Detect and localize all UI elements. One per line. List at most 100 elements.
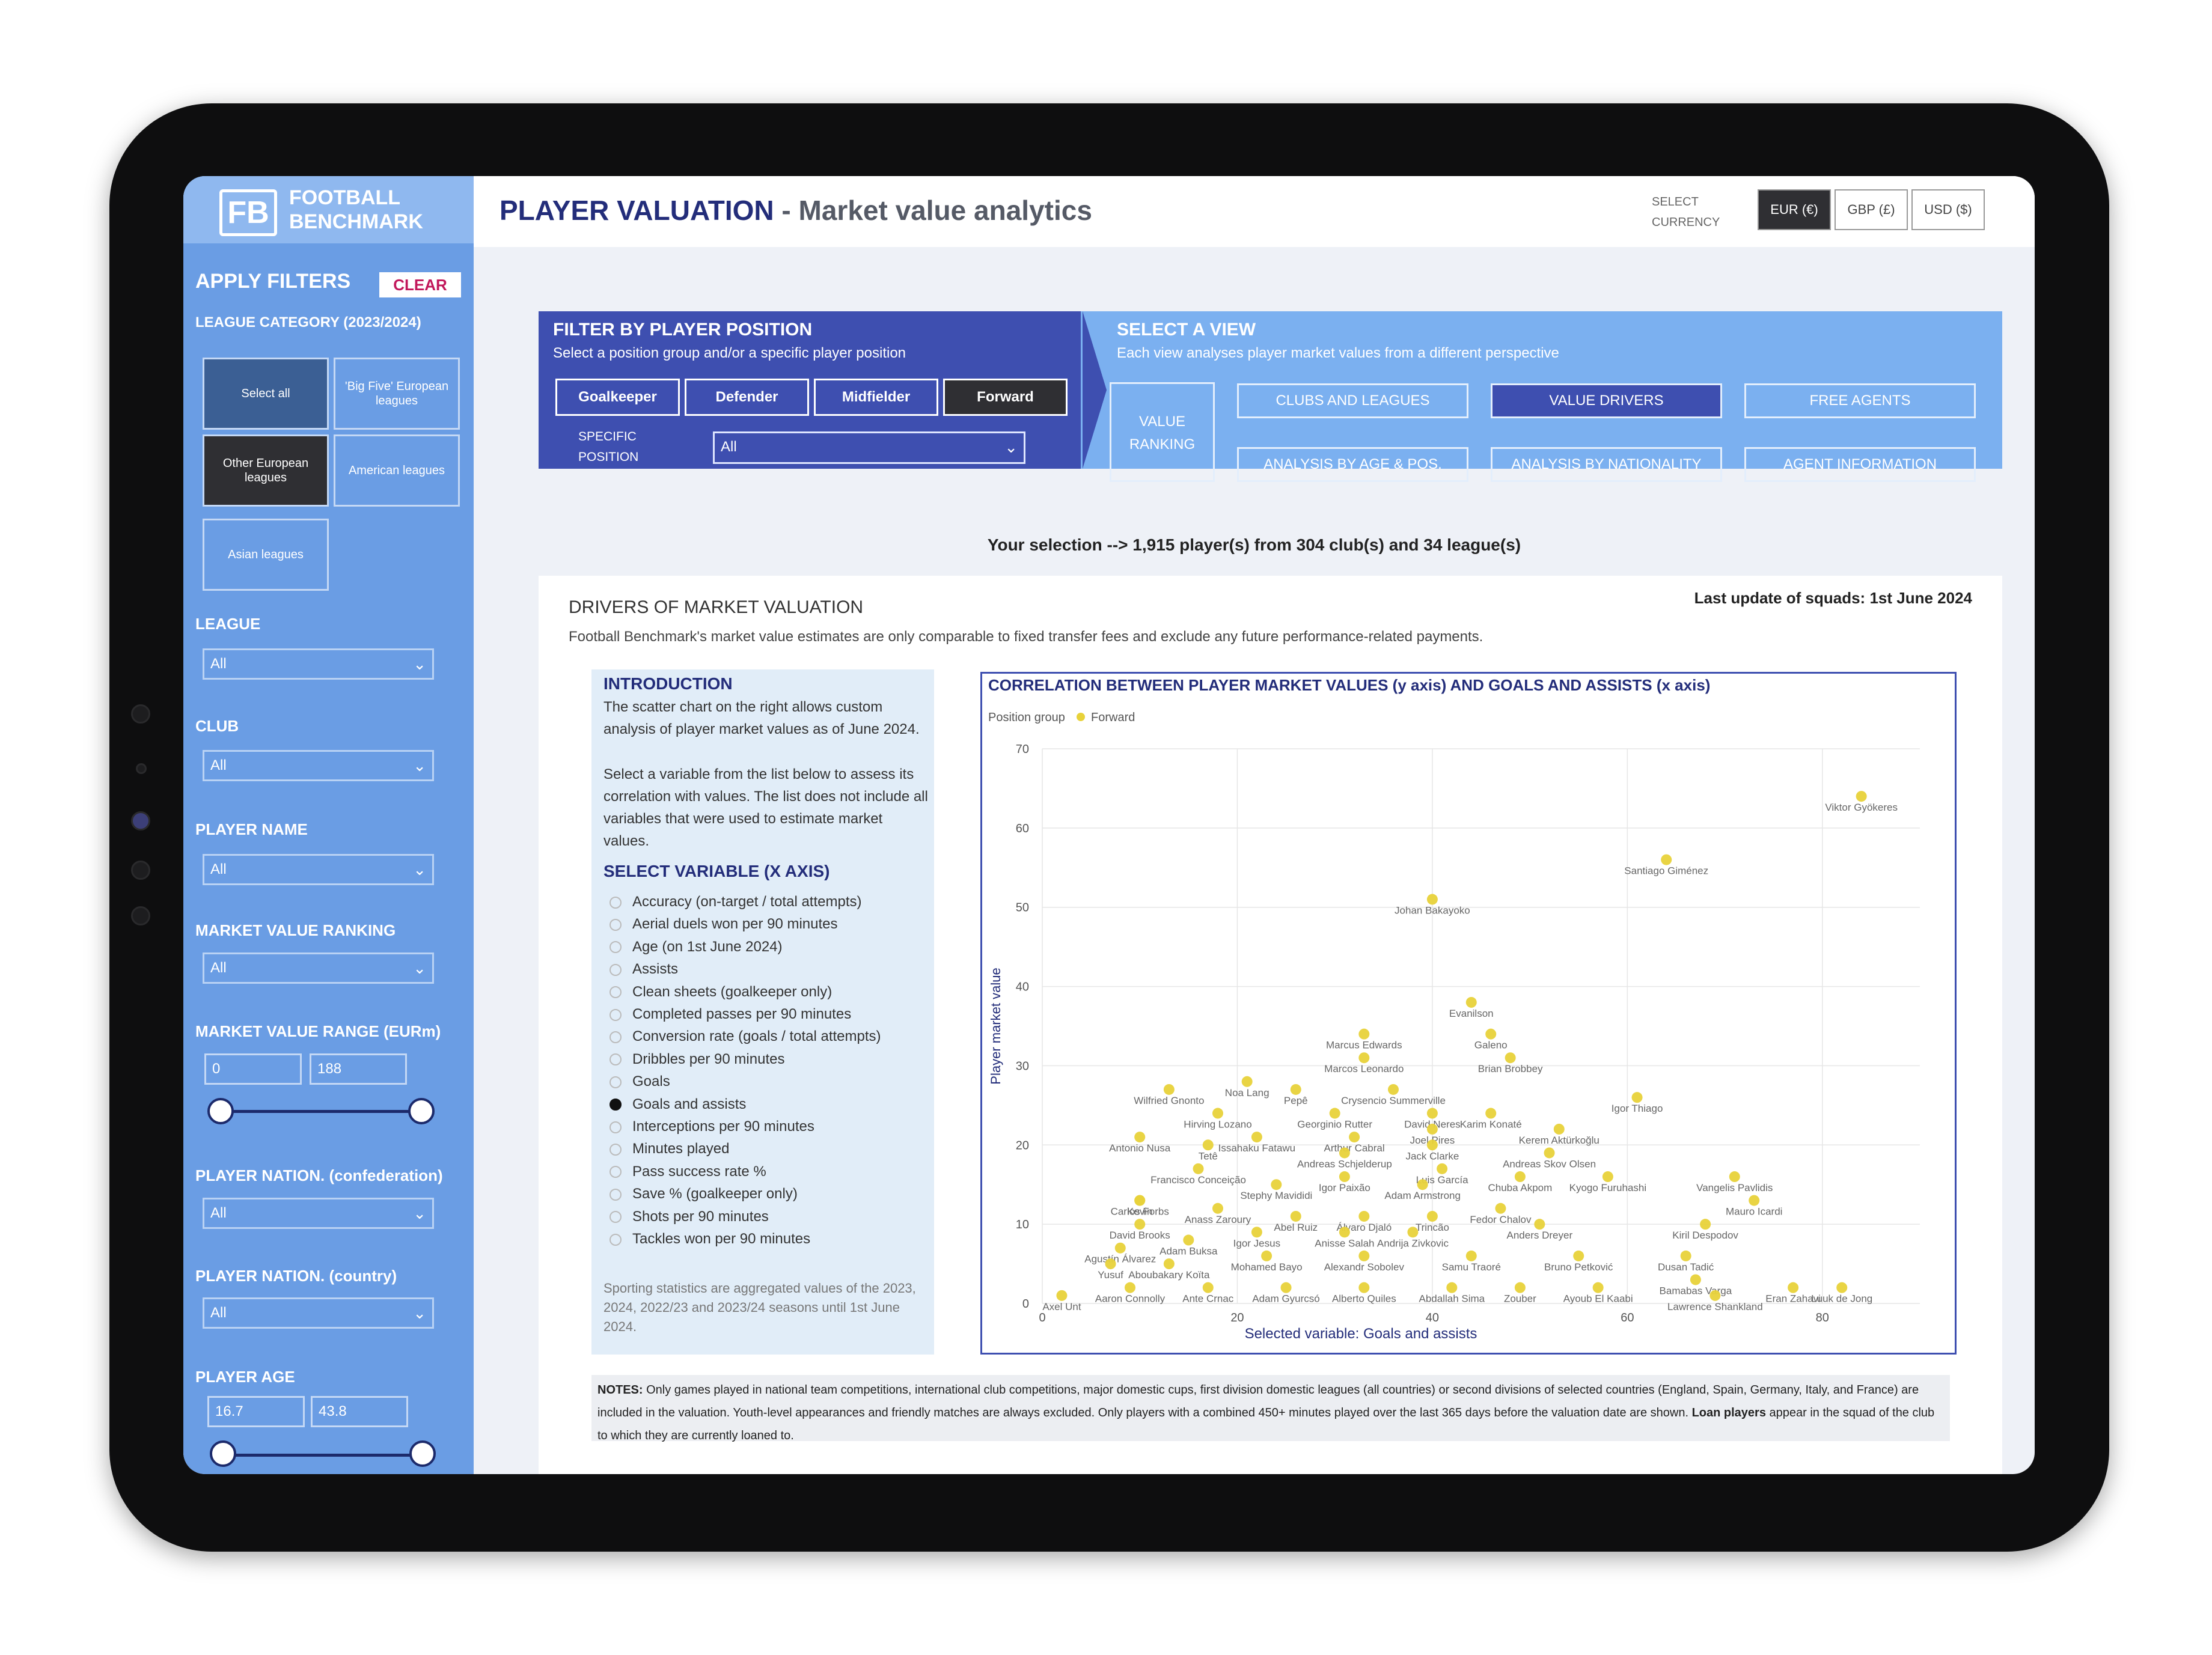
data-point[interactable] <box>1426 1108 1438 1119</box>
radio-button-icon[interactable] <box>610 1121 622 1133</box>
data-point[interactable] <box>1358 1028 1370 1040</box>
data-point[interactable] <box>1290 1210 1301 1222</box>
radio-button-icon[interactable] <box>610 941 622 954</box>
data-point[interactable] <box>1329 1108 1340 1119</box>
view-agent-info-button[interactable]: AGENT INFORMATION <box>1744 447 1976 482</box>
data-point[interactable] <box>1056 1290 1068 1301</box>
data-point[interactable] <box>1251 1132 1262 1143</box>
data-point[interactable] <box>1163 1084 1175 1095</box>
data-point[interactable] <box>1193 1163 1204 1174</box>
view-value-drivers-button[interactable]: VALUE DRIVERS <box>1491 383 1722 418</box>
data-point[interactable] <box>1465 996 1477 1008</box>
league-select[interactable]: All ⌄ <box>203 648 434 680</box>
data-point[interactable] <box>1505 1052 1516 1064</box>
position-midfielder-button[interactable]: Midfielder <box>814 379 938 416</box>
currency-gbp-button[interactable]: GBP (£) <box>1835 189 1908 230</box>
data-point[interactable] <box>1544 1147 1555 1159</box>
variable-option[interactable]: Pass success rate % <box>610 1163 766 1181</box>
data-point[interactable] <box>1202 1139 1214 1151</box>
data-point[interactable] <box>1134 1132 1146 1143</box>
data-point[interactable] <box>1788 1282 1799 1293</box>
radio-button-icon[interactable] <box>610 1144 622 1156</box>
radio-button-icon[interactable] <box>610 896 622 909</box>
data-point[interactable] <box>1465 1250 1477 1261</box>
data-point[interactable] <box>1125 1282 1135 1293</box>
variable-option[interactable]: Goals and assists <box>610 1096 746 1114</box>
range-slider-min-handle[interactable] <box>207 1098 234 1124</box>
data-point[interactable] <box>1358 1282 1370 1293</box>
view-nationality-button[interactable]: ANALYSIS BY NATIONALITY <box>1491 447 1722 482</box>
variable-option[interactable]: Accuracy (on-target / total attempts) <box>610 893 861 911</box>
radio-button-icon[interactable] <box>610 1008 622 1021</box>
radio-button-icon[interactable] <box>610 963 622 976</box>
data-point[interactable] <box>1495 1202 1506 1214</box>
data-point[interactable] <box>1417 1179 1428 1190</box>
data-point[interactable] <box>1729 1171 1740 1183</box>
variable-option[interactable]: Assists <box>610 960 678 978</box>
data-point[interactable] <box>1251 1227 1262 1238</box>
variable-option[interactable]: Aerial duels won per 90 minutes <box>610 915 838 933</box>
radio-button-icon[interactable] <box>610 1166 622 1178</box>
radio-button-icon[interactable] <box>610 1031 622 1044</box>
data-point[interactable] <box>1339 1227 1350 1238</box>
data-point[interactable] <box>1426 1139 1438 1151</box>
data-point[interactable] <box>1446 1282 1458 1293</box>
radio-button-icon[interactable] <box>610 986 622 999</box>
data-point[interactable] <box>1241 1076 1253 1087</box>
variable-option[interactable]: Clean sheets (goalkeeper only) <box>610 983 832 1001</box>
data-point[interactable] <box>1426 894 1438 905</box>
data-point[interactable] <box>1358 1210 1370 1222</box>
data-point[interactable] <box>1534 1219 1545 1230</box>
data-point[interactable] <box>1680 1250 1691 1261</box>
data-point[interactable] <box>1836 1282 1848 1293</box>
currency-usd-button[interactable]: USD ($) <box>1911 189 1985 230</box>
radio-button-icon[interactable] <box>610 1211 622 1224</box>
age-max-input[interactable]: 43.8 <box>311 1396 408 1427</box>
data-point[interactable] <box>1553 1123 1565 1135</box>
player-name-select[interactable]: All ⌄ <box>203 854 434 885</box>
age-min-input[interactable]: 16.7 <box>207 1396 305 1427</box>
radio-button-icon[interactable] <box>610 1233 622 1246</box>
data-point[interactable] <box>1105 1258 1116 1270</box>
data-point[interactable] <box>1202 1282 1214 1293</box>
range-min-input[interactable]: 0 <box>204 1053 302 1085</box>
league-category-big-five[interactable]: 'Big Five' European leagues <box>334 358 460 430</box>
data-point[interactable] <box>1602 1171 1613 1183</box>
data-point[interactable] <box>1437 1163 1448 1174</box>
data-point[interactable] <box>1856 791 1867 802</box>
data-point[interactable] <box>1339 1171 1350 1183</box>
country-select[interactable]: All ⌄ <box>203 1297 434 1329</box>
variable-option[interactable]: Minutes played <box>610 1140 729 1158</box>
data-point[interactable] <box>1485 1108 1497 1119</box>
variable-option[interactable]: Save % (goalkeeper only) <box>610 1185 798 1203</box>
range-slider-max-handle[interactable] <box>408 1098 435 1124</box>
radio-button-icon[interactable] <box>610 1188 622 1201</box>
league-category-other-european[interactable]: Other European leagues <box>203 434 329 507</box>
clear-button[interactable]: CLEAR <box>379 272 461 297</box>
data-point[interactable] <box>1407 1227 1419 1238</box>
data-point[interactable] <box>1212 1202 1223 1214</box>
data-point[interactable] <box>1134 1219 1146 1230</box>
data-point[interactable] <box>1271 1179 1282 1190</box>
view-free-agents-button[interactable]: FREE AGENTS <box>1744 383 1976 418</box>
position-forward-button[interactable]: Forward <box>943 379 1068 416</box>
confederation-select[interactable]: All ⌄ <box>203 1198 434 1229</box>
data-point[interactable] <box>1426 1210 1438 1222</box>
radio-button-icon[interactable] <box>610 1099 622 1111</box>
view-clubs-leagues-button[interactable]: CLUBS AND LEAGUES <box>1237 383 1468 418</box>
brand-logo[interactable]: FB FOOTBALL BENCHMARK <box>183 176 474 243</box>
position-defender-button[interactable]: Defender <box>685 379 809 416</box>
variable-option[interactable]: Interceptions per 90 minutes <box>610 1118 814 1136</box>
data-point[interactable] <box>1163 1258 1175 1270</box>
variable-option[interactable]: Completed passes per 90 minutes <box>610 1005 851 1023</box>
league-category-american[interactable]: American leagues <box>334 434 460 507</box>
data-point[interactable] <box>1358 1052 1370 1064</box>
variable-option[interactable]: Age (on 1st June 2024) <box>610 938 783 956</box>
data-point[interactable] <box>1114 1242 1126 1254</box>
data-point[interactable] <box>1514 1282 1526 1293</box>
variable-option[interactable]: Shots per 90 minutes <box>610 1208 769 1226</box>
currency-eur-button[interactable]: EUR (€) <box>1758 189 1831 230</box>
market-value-ranking-select[interactable]: All ⌄ <box>203 952 434 984</box>
data-point[interactable] <box>1134 1195 1146 1206</box>
data-point[interactable] <box>1690 1274 1701 1285</box>
